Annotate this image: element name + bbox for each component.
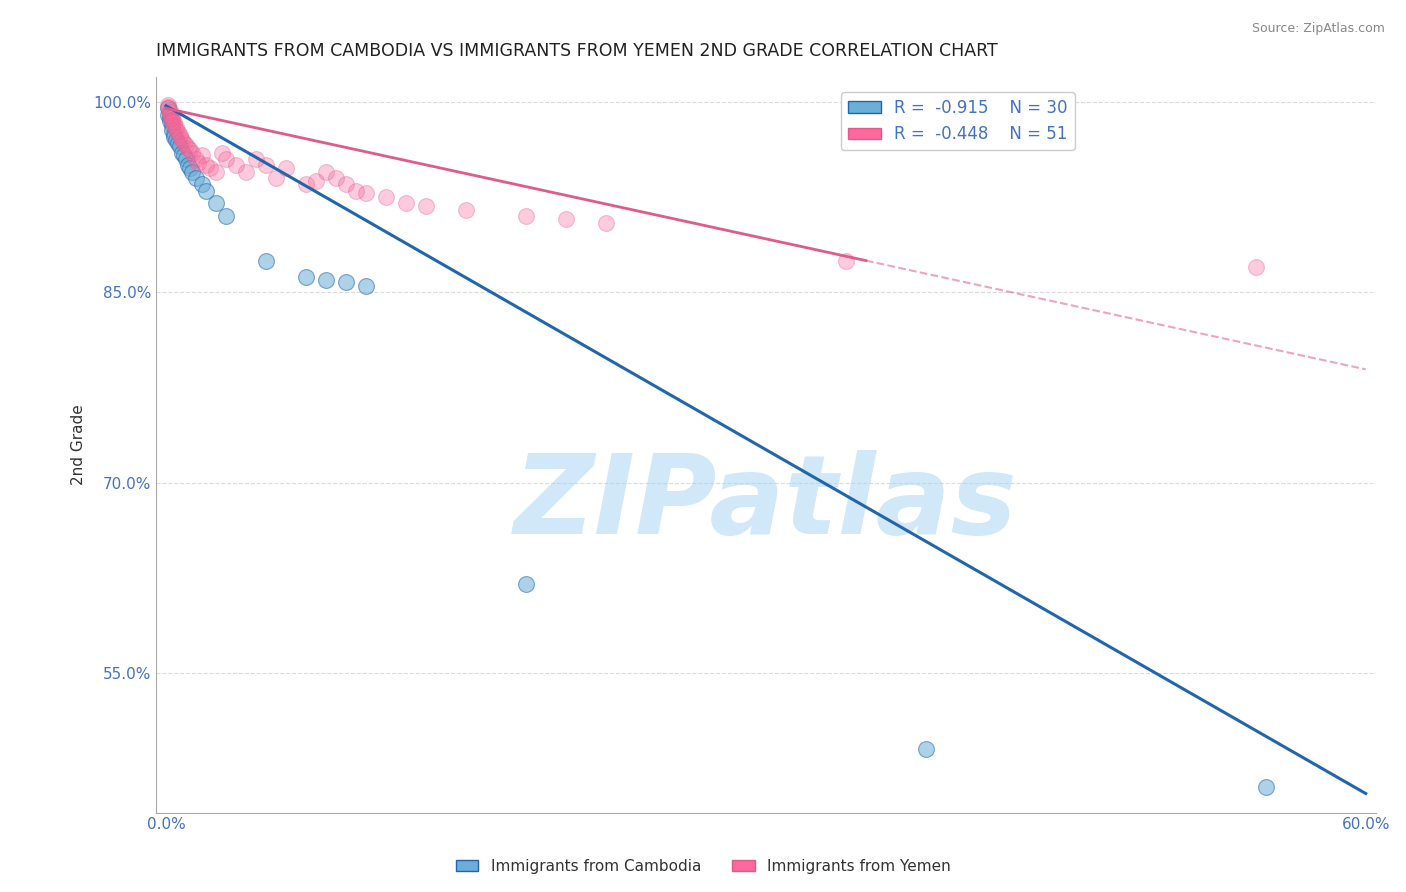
Point (181, 165, 204, 179)
Point (179, 161, 201, 175)
Point (315, 165, 337, 179)
Point (173, 148, 195, 162)
Text: IMMIGRANTS FROM CAMBODIA VS IMMIGRANTS FROM YEMEN 2ND GRADE CORRELATION CHART: IMMIGRANTS FROM CAMBODIA VS IMMIGRANTS F… (156, 42, 998, 60)
Point (163, 130, 186, 145)
Point (160, 123, 183, 137)
Text: ZIPatlas: ZIPatlas (515, 450, 1018, 557)
Point (595, 215, 617, 229)
Point (167, 136, 190, 150)
Point (335, 275, 357, 289)
Point (264, 171, 287, 186)
Point (174, 138, 197, 153)
Point (195, 184, 218, 198)
Point (1244, 260, 1267, 274)
Point (169, 128, 191, 142)
Point (177, 158, 200, 172)
Point (205, 196, 228, 211)
Text: Source: ZipAtlas.com: Source: ZipAtlas.com (1251, 22, 1385, 36)
Point (211, 145, 233, 160)
Point (395, 196, 418, 211)
Point (157, 101, 180, 115)
Point (163, 115, 186, 129)
Point (157, 108, 180, 122)
Point (177, 141, 200, 155)
Point (914, 742, 936, 756)
Point (325, 171, 347, 186)
Point (167, 125, 190, 139)
Point (335, 178, 357, 192)
Point (165, 133, 187, 147)
Point (191, 148, 214, 162)
Point (179, 143, 201, 157)
Point (305, 174, 328, 188)
Point (170, 145, 193, 160)
Point (274, 161, 297, 175)
Point (215, 152, 238, 166)
Point (195, 158, 218, 172)
Point (160, 114, 183, 128)
Point (835, 253, 858, 268)
Point (170, 133, 193, 147)
Point (157, 97, 180, 112)
Point (515, 577, 537, 591)
Point (295, 178, 318, 192)
Point (198, 161, 221, 175)
Point (354, 279, 377, 293)
Y-axis label: 2nd Grade: 2nd Grade (72, 404, 86, 485)
Point (215, 209, 238, 223)
Point (315, 272, 337, 286)
Point (515, 209, 537, 223)
Point (160, 112, 183, 127)
Point (169, 130, 191, 145)
Point (163, 127, 186, 141)
Point (245, 152, 267, 166)
Point (555, 211, 578, 226)
Point (165, 123, 187, 137)
Point (159, 114, 181, 128)
Point (295, 270, 318, 285)
Point (344, 184, 367, 198)
Point (181, 145, 204, 160)
Point (157, 100, 180, 114)
Legend: Immigrants from Cambodia, Immigrants from Yemen: Immigrants from Cambodia, Immigrants fro… (450, 853, 956, 880)
Point (165, 120, 187, 135)
Point (173, 136, 195, 150)
Point (415, 199, 437, 213)
Point (1254, 780, 1277, 794)
Point (454, 202, 477, 217)
Point (174, 152, 197, 166)
Point (375, 190, 398, 204)
Point (225, 158, 247, 172)
Point (160, 110, 183, 124)
Point (163, 118, 186, 132)
Point (169, 139, 191, 153)
Point (235, 165, 257, 179)
Point (160, 118, 183, 132)
Point (254, 158, 277, 172)
Point (354, 186, 377, 201)
Point (205, 165, 228, 179)
Point (184, 171, 207, 186)
Point (184, 152, 207, 166)
Point (159, 103, 181, 117)
Legend: R =  -0.915    N = 30, R =  -0.448    N = 51: R = -0.915 N = 30, R = -0.448 N = 51 (841, 92, 1074, 150)
Point (187, 156, 209, 170)
Point (191, 178, 214, 192)
Point (254, 253, 277, 268)
Point (159, 108, 181, 122)
Point (159, 110, 181, 124)
Point (159, 105, 181, 120)
